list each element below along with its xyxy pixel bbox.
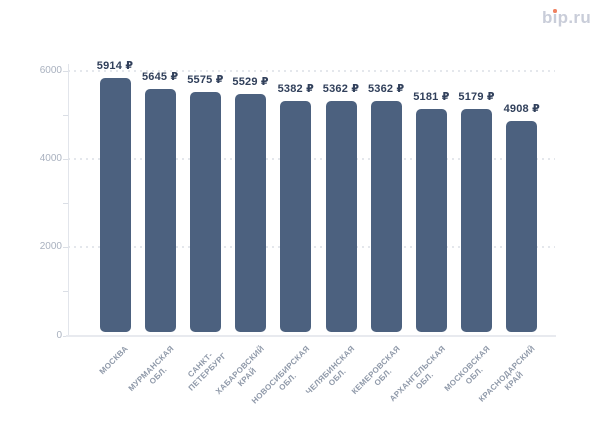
y-axis-tick	[63, 203, 68, 205]
y-gridline	[68, 158, 555, 161]
y-gridline	[68, 70, 555, 72]
y-tick-label: 4000	[39, 153, 62, 165]
bar[interactable]	[325, 101, 357, 332]
bar-value-label: 5575 ₽	[187, 74, 224, 87]
logo-dot-icon	[553, 9, 557, 13]
bar[interactable]	[506, 120, 538, 332]
bar[interactable]	[461, 109, 493, 332]
bar[interactable]	[189, 92, 221, 332]
y-axis-tick	[63, 247, 68, 249]
y-axis-tick	[63, 71, 68, 72]
y-axis-tick	[63, 159, 68, 161]
x-tick-label-line: МОСКВА	[98, 344, 131, 377]
y-tick-label: 0	[56, 329, 62, 341]
y-axis-tick	[63, 291, 68, 293]
bar-value-label: 5382 ₽	[277, 82, 314, 95]
y-tick-label: 6000	[39, 65, 62, 76]
bar-value-label: 5362 ₽	[367, 83, 405, 96]
bar-value-label: 5645 ₽	[141, 71, 179, 84]
bar-value-label: 5529 ₽	[232, 76, 269, 89]
bar[interactable]	[144, 89, 176, 332]
bar[interactable]	[370, 101, 402, 332]
x-axis-baseline	[66, 334, 556, 337]
bar[interactable]	[415, 109, 447, 332]
bar-value-label: 5179 ₽	[458, 91, 495, 104]
bar[interactable]	[280, 100, 312, 332]
y-axis-line	[68, 64, 69, 337]
y-axis-tick	[63, 335, 68, 337]
y-axis-tick	[63, 115, 68, 117]
bar-value-label: 5914 ₽	[96, 59, 134, 72]
bar[interactable]	[99, 77, 131, 332]
logo: bı p.ru	[541, 8, 591, 27]
logo-letter-i: ı	[552, 8, 558, 27]
y-gridline	[68, 246, 555, 249]
y-tick-label: 2000	[39, 241, 62, 253]
x-tick-label: МУРМАНСКАЯ ОБЛ.	[127, 344, 183, 400]
bar[interactable]	[235, 94, 267, 332]
bar-value-label: 5362 ₽	[322, 83, 360, 96]
bar-value-label: 4908 ₽	[503, 102, 540, 115]
bar-value-label: 5181 ₽	[413, 91, 450, 104]
x-tick-label: МОСКВА	[98, 344, 131, 377]
